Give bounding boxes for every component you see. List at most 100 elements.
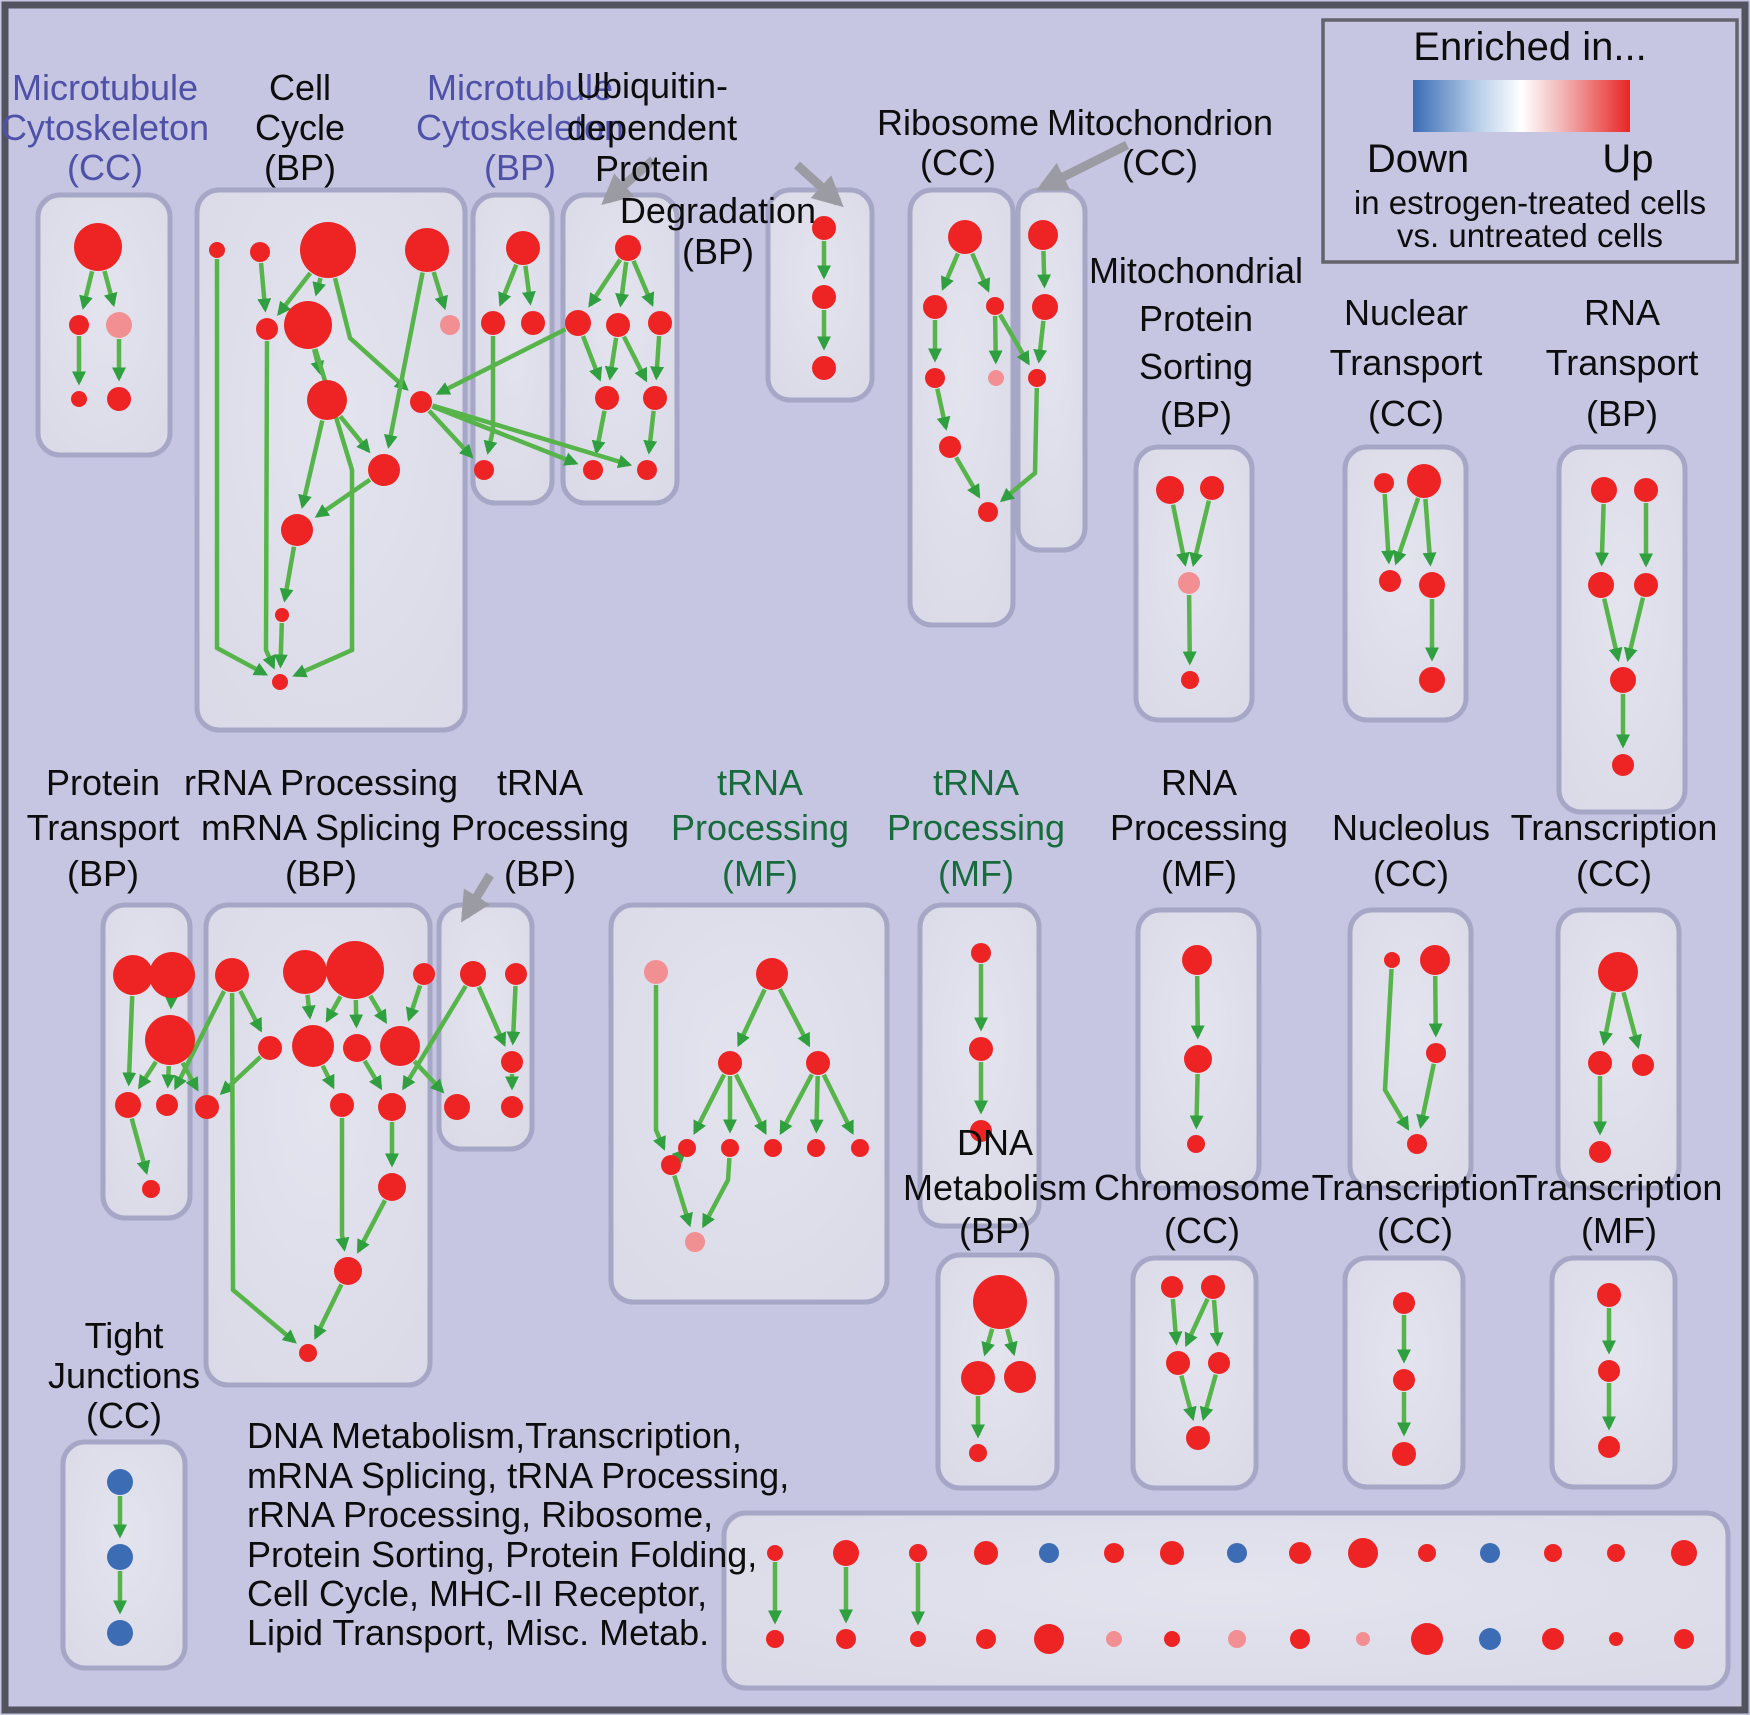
- edge-o1-o2: [1037, 250, 1052, 289]
- go-term-node-d2: [1588, 1051, 1612, 1075]
- cluster-label-nucleolus: Nucleolus: [1332, 807, 1490, 848]
- go-term-node-k1: [1161, 1276, 1183, 1298]
- edge-g10-g11: [672, 1174, 693, 1228]
- edge-g4-g9: [821, 1073, 855, 1136]
- go-term-node-q13: [334, 1257, 362, 1285]
- go-term-node-y3: [970, 1120, 992, 1142]
- go-term-node-t3: [1588, 572, 1614, 598]
- edge-k3-k5: [1179, 1375, 1197, 1422]
- go-term-node-a2: [961, 1361, 995, 1395]
- edge-c9-b4: [427, 409, 474, 459]
- go-term-node-h1: [812, 216, 836, 240]
- go-term-node-q1: [215, 958, 249, 992]
- go-term-node-e4: [1407, 1134, 1427, 1154]
- edge-s2-s3: [1189, 500, 1212, 567]
- edge-c3-c6: [312, 277, 326, 297]
- cluster-label-nuclear-transport: Transport: [1330, 342, 1483, 383]
- cluster-label-rna-transport: RNA: [1584, 292, 1660, 333]
- edge-b1-b3: [521, 265, 536, 306]
- go-term-node-q9: [195, 1095, 219, 1119]
- cluster-label-chromosome: Chromosome: [1094, 1167, 1310, 1208]
- cluster-label-transcription-cc-mid: Transcription: [1511, 807, 1718, 848]
- go-term-node-d3: [1632, 1054, 1654, 1076]
- edge-q4-q8: [405, 984, 423, 1022]
- go-term-node-q3: [326, 941, 384, 999]
- edge-u4-u6: [591, 410, 607, 455]
- go-term-node-c4: [405, 228, 449, 272]
- go-term-node-v3: [1392, 1442, 1416, 1466]
- go-term-node-st13: [1544, 1544, 1562, 1562]
- edge-q13-q14: [313, 1283, 344, 1340]
- cluster-label-rrna-mrna: (BP): [285, 853, 357, 894]
- go-term-node-g4: [806, 1051, 830, 1075]
- cluster-label-rna-processing-mf: RNA: [1161, 762, 1237, 803]
- edge-e2-e3: [1428, 975, 1443, 1038]
- edge-g4-g7: [779, 1073, 814, 1136]
- go-term-node-h3: [812, 356, 836, 380]
- edge-d1-d2: [1599, 992, 1617, 1046]
- go-term-node-st5: [1039, 1543, 1059, 1563]
- go-term-node-st8: [1227, 1543, 1247, 1563]
- go-term-node-u0: [615, 235, 641, 261]
- edge-r4-r6: [935, 388, 951, 431]
- go-term-node-p6: [142, 1180, 160, 1198]
- go-term-node-a3: [1004, 1361, 1036, 1393]
- edge-n2-n3: [1393, 497, 1421, 566]
- edge-r3-r5: [988, 315, 1003, 365]
- cluster-label-microtubule-cc: Cytoskeleton: [1, 107, 209, 148]
- edge-c4-c10: [383, 272, 425, 449]
- edge-c2-c5: [257, 262, 272, 313]
- edge-g3-g7: [733, 1073, 767, 1136]
- go-term-node-s1: [1156, 476, 1184, 504]
- go-term-node-st7: [1160, 1541, 1184, 1565]
- go-term-node-r5: [988, 370, 1004, 386]
- edge-q5-q9: [219, 1055, 263, 1095]
- go-term-node-st14: [1607, 1544, 1625, 1562]
- go-term-node-r4: [925, 368, 945, 388]
- edge-r3-o3: [998, 313, 1030, 366]
- go-term-node-g6: [721, 1139, 739, 1157]
- cluster-label-ubiquitin-degradation: dependent: [567, 107, 737, 148]
- mitochondrion-pointer-arrow-icon: [1036, 140, 1130, 192]
- edge-q1-q14: [229, 992, 297, 1344]
- go-term-node-q2: [283, 950, 327, 994]
- cluster-label-transcription-cc-bottom: Transcription: [1312, 1167, 1519, 1208]
- cluster-label-trna-bp: (BP): [504, 853, 576, 894]
- go-term-node-j3: [107, 1620, 133, 1646]
- edge-u1-u4: [580, 335, 603, 382]
- go-term-node-u5: [643, 386, 667, 410]
- cluster-label-mito-protein-sorting: Mitochondrial: [1089, 250, 1303, 291]
- go-term-node-m3: [106, 312, 132, 338]
- cluster-label-ubiquitin-degradation: Ubiquitin-: [576, 65, 728, 106]
- edge-d1-d3: [1621, 991, 1642, 1050]
- go-term-node-f3: [1187, 1135, 1205, 1153]
- edge-c4-c7: [431, 271, 448, 311]
- cluster-label-protein-transport: Transport: [27, 807, 180, 848]
- edge-g1-g10: [652, 985, 666, 1151]
- go-term-node-c1: [209, 242, 225, 258]
- go-term-node-k4: [1208, 1352, 1230, 1374]
- go-term-node-m4: [71, 391, 87, 407]
- cluster-label-dna-metabolism: Metabolism: [903, 1167, 1087, 1208]
- edge-q2-q6: [301, 994, 316, 1020]
- go-term-node-w3: [501, 1051, 523, 1073]
- go-term-node-o3: [1028, 369, 1046, 387]
- go-term-node-v1: [1393, 1292, 1415, 1314]
- edge-q1-q5: [238, 989, 263, 1033]
- edge-q1-p5: [173, 990, 227, 1091]
- go-term-node-g1: [644, 960, 668, 984]
- edge-t3-t5: [1602, 598, 1623, 662]
- go-term-node-sb3: [910, 1631, 926, 1647]
- edge-c9-u6: [431, 404, 579, 466]
- edge-e1-e4: [1382, 968, 1410, 1131]
- go-term-node-t5: [1610, 667, 1636, 693]
- edge-c11-c12: [279, 546, 297, 603]
- cluster-label-nucleolus: (CC): [1373, 853, 1449, 894]
- edge-c8-c10: [338, 414, 371, 454]
- go-term-node-sb15: [1674, 1629, 1694, 1649]
- misc-annotation-line-5: Cell Cycle, MHC-II Receptor,: [247, 1573, 707, 1614]
- go-term-node-st2: [833, 1540, 859, 1566]
- go-term-node-c9: [410, 391, 432, 413]
